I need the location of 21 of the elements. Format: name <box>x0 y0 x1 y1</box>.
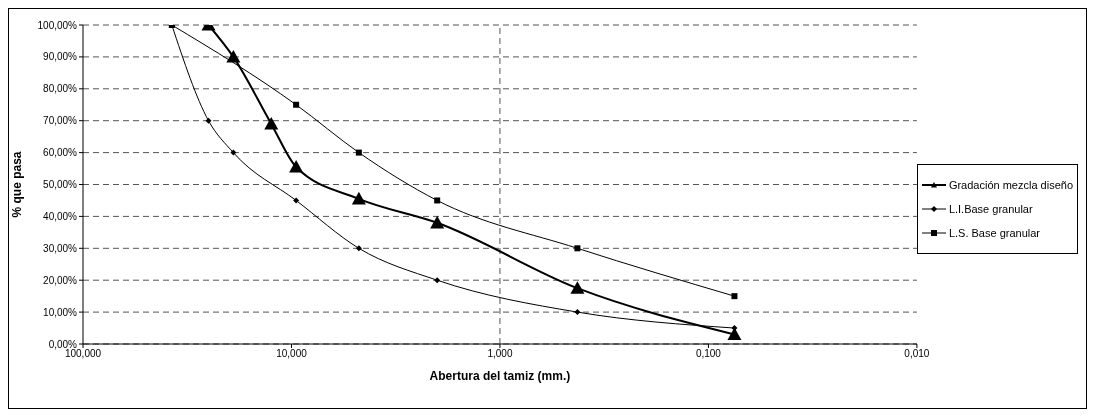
y-tick-label: 80,00% <box>43 83 78 95</box>
y-tick-label: 90,00% <box>43 51 78 63</box>
legend-label: L.S. Base granular <box>948 225 1040 241</box>
x-tick-label: 10,000 <box>276 348 308 360</box>
y-tick-label: 20,00% <box>43 274 78 286</box>
y-tick-label: 30,00% <box>43 242 78 254</box>
y-tick-label: 60,00% <box>43 147 78 159</box>
x-tick-label: 100,000 <box>64 348 102 360</box>
x-tick-label: 1,000 <box>487 348 513 360</box>
y-tick-label: 10,00% <box>43 306 78 318</box>
x-axis-title: Abertura del tamiz (mm.) <box>429 369 571 383</box>
legend-label: L.I.Base granular <box>948 201 1033 217</box>
x-tick-label: 0,100 <box>695 348 722 360</box>
y-axis-title: % que pasa <box>10 151 25 218</box>
x-tick-label: 0,010 <box>904 348 930 360</box>
y-tick-label: 0,00% <box>48 338 78 350</box>
legend-label: Gradación mezcla diseño <box>948 177 1073 193</box>
y-tick-label: 50,00% <box>43 179 78 191</box>
y-tick-label: 100,00% <box>37 19 78 31</box>
y-tick-label: 40,00% <box>43 210 78 222</box>
y-tick-label: 70,00% <box>43 115 78 127</box>
